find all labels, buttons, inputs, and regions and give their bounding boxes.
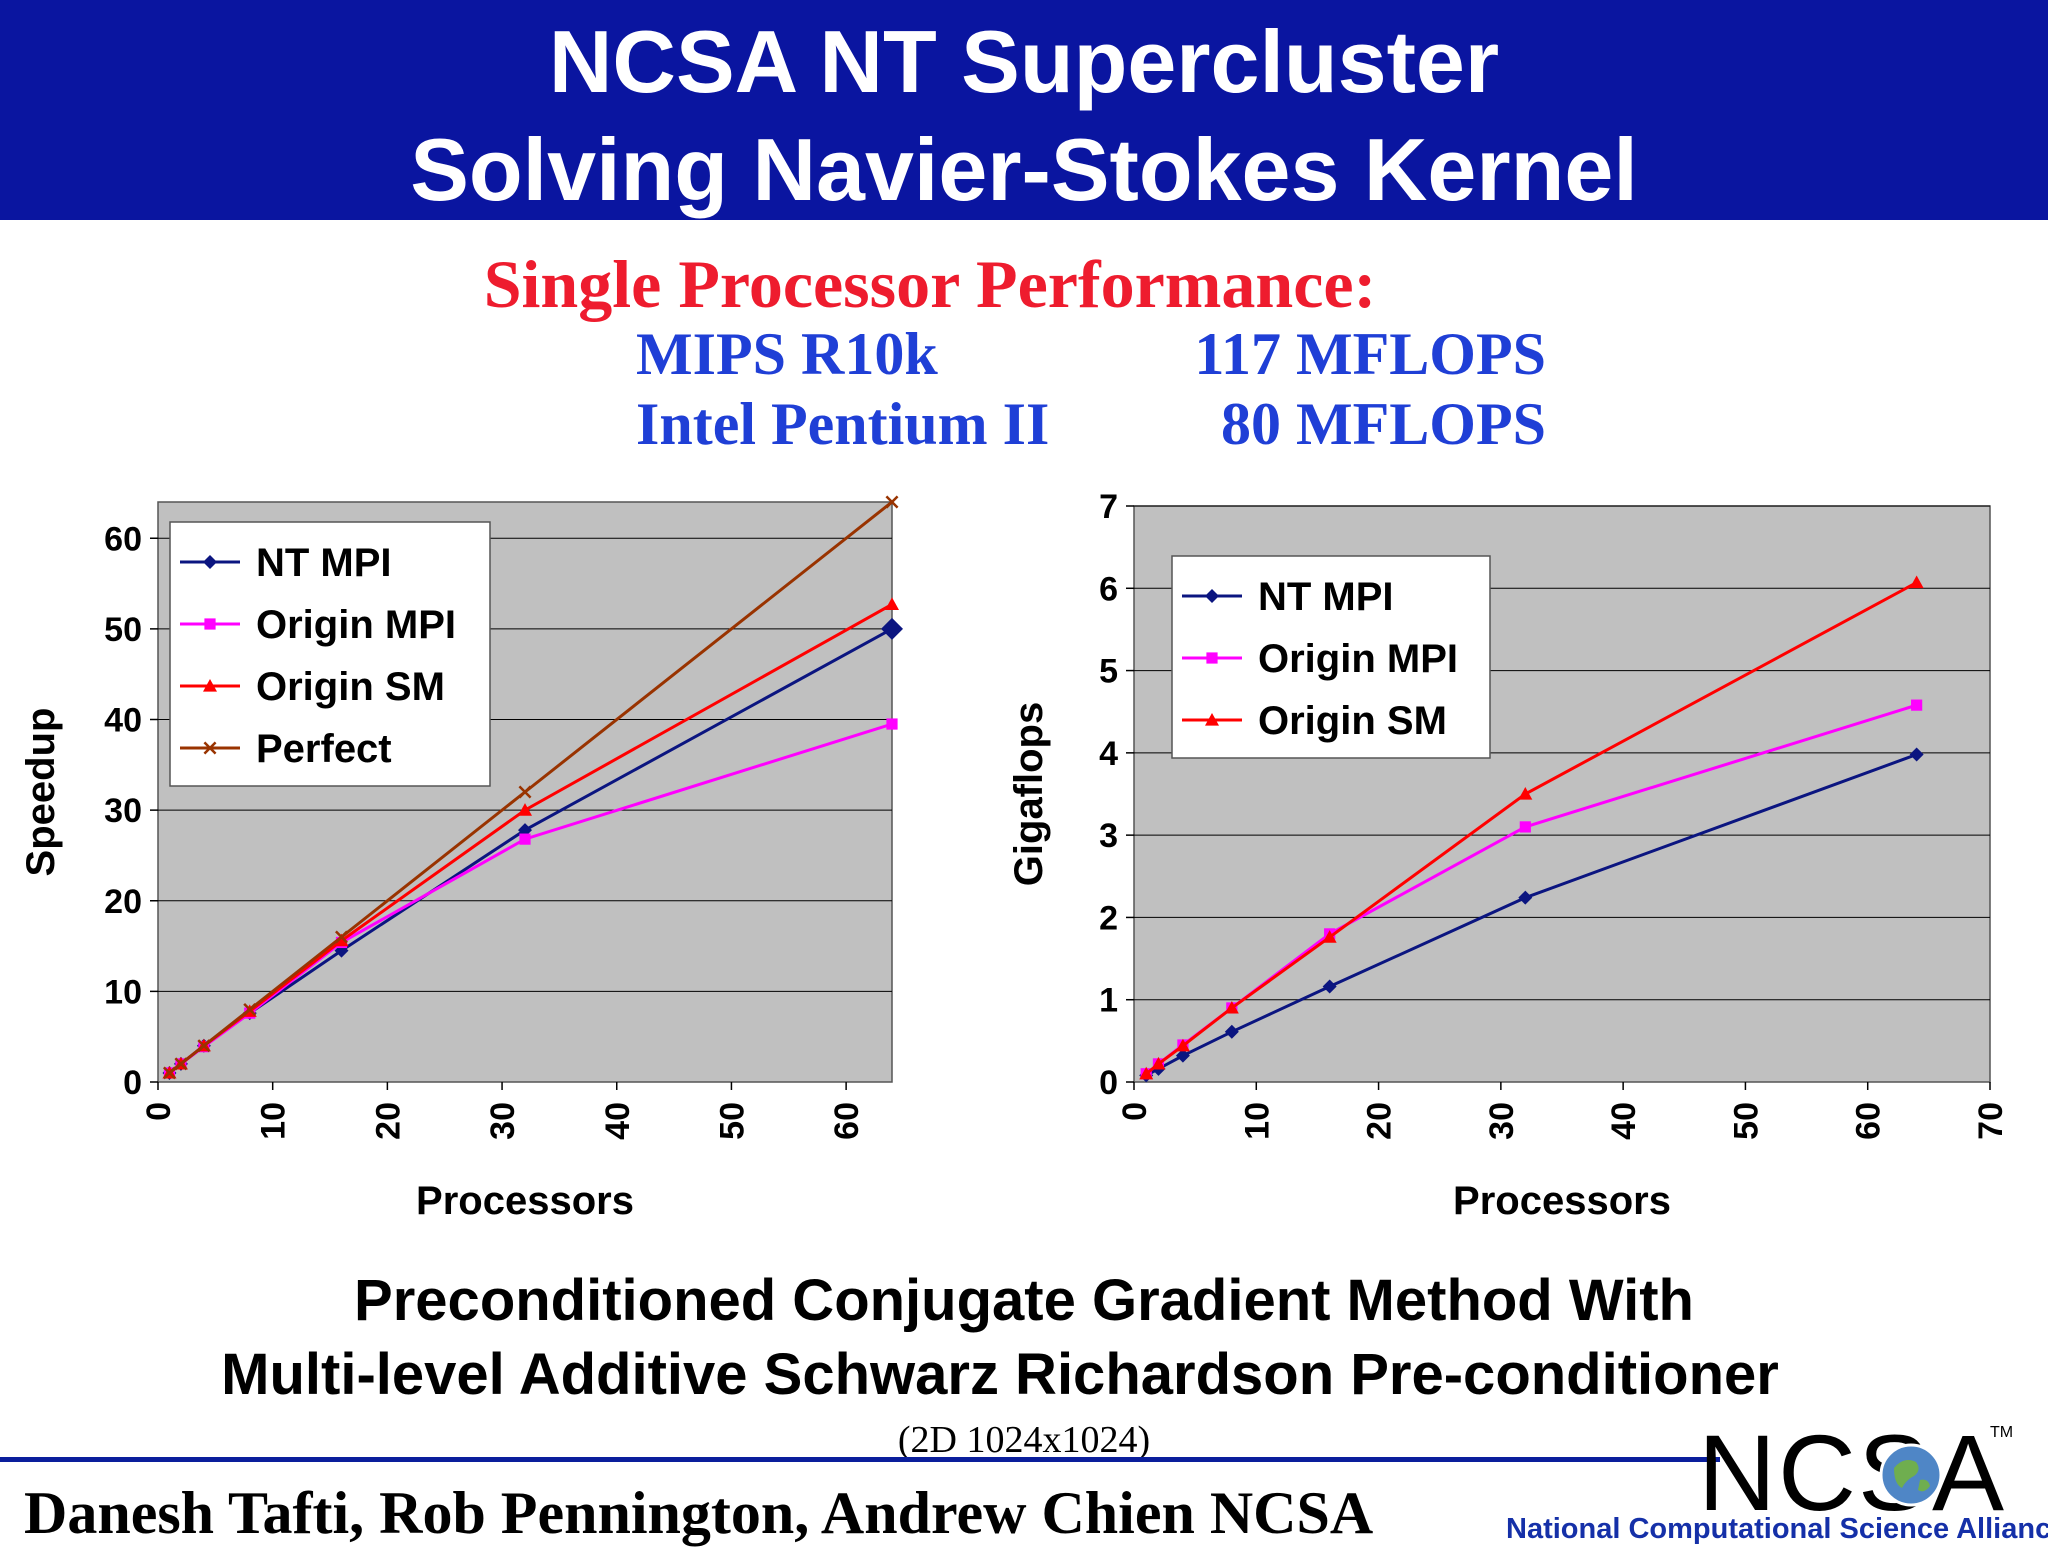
x-tick-label: 60	[828, 1102, 866, 1140]
y-tick-label: 1	[1099, 982, 1118, 1020]
legend-label: Origin SM	[256, 665, 445, 709]
x-tick-label: 50	[1727, 1102, 1765, 1140]
x-tick-label: 20	[369, 1102, 407, 1140]
data-point	[886, 718, 898, 730]
y-tick-label: 30	[104, 792, 142, 830]
y-tick-label: 6	[1099, 570, 1118, 608]
processor-name-1: MIPS R10k	[636, 321, 938, 387]
legend-label: Origin MPI	[256, 603, 456, 647]
legend: NT MPI Origin MPI Origin SM	[1171, 555, 1491, 759]
x-tick-label: 70	[1972, 1102, 2010, 1140]
legend-marker	[1206, 652, 1218, 664]
data-point	[885, 495, 899, 509]
legend-box	[169, 521, 491, 787]
x-tick-label: 40	[1605, 1102, 1643, 1140]
data-point	[881, 617, 903, 640]
data-point	[1518, 890, 1533, 905]
y-tick-label: 60	[104, 520, 142, 558]
legend-label: NT MPI	[256, 541, 392, 585]
legend-marker	[1205, 713, 1219, 726]
data-point	[518, 803, 532, 816]
legend-marker	[203, 741, 217, 755]
x-tick-label: 10	[255, 1102, 293, 1140]
series-perfect	[162, 495, 899, 1080]
legend-marker	[203, 555, 217, 569]
data-point	[1322, 979, 1337, 994]
y-axis-label: Gigaflops	[1007, 702, 1051, 886]
data-point	[174, 1057, 188, 1071]
x-tick-label: 20	[1361, 1102, 1399, 1140]
footer-divider	[0, 1457, 1720, 1462]
data-point	[1519, 821, 1531, 833]
processor-value-2: 80 MFLOPS	[1221, 391, 1546, 457]
legend-label: Origin MPI	[1258, 637, 1458, 681]
y-tick-label: 10	[104, 973, 142, 1011]
legend-marker	[1205, 589, 1219, 603]
x-tick-label: 0	[140, 1102, 178, 1121]
globe-icon	[1879, 1443, 1943, 1507]
y-tick-label: 7	[1099, 488, 1118, 526]
data-point	[1909, 747, 1924, 762]
x-axis-label: Processors	[416, 1179, 634, 1223]
data-point	[243, 1003, 257, 1016]
x-tick-label: 10	[1238, 1102, 1276, 1140]
x-tick-label: 30	[484, 1102, 522, 1140]
y-tick-label: 20	[104, 883, 142, 921]
trademark: TM	[1990, 1424, 2014, 1441]
data-point	[1322, 930, 1337, 943]
speedup-chart: 0 10 20 30 40 50 60 0 10 20 30 40 50 60 Processors Spee…	[19, 495, 903, 1223]
data-point	[1224, 1000, 1239, 1014]
title-line-2: Solving Navier-Stokes Kernel	[410, 120, 1638, 219]
title-line-1: NCSA NT Supercluster	[548, 12, 1500, 111]
alliance-tagline: National Computational Science Alliance	[1506, 1513, 2048, 1545]
y-tick-label: 0	[123, 1064, 142, 1102]
ncsa-logo: NCSA	[1698, 1412, 2007, 1533]
single-processor-title: Single Processor Performance:	[483, 246, 1377, 322]
y-axis-label: Speedup	[19, 708, 63, 877]
data-point	[1151, 1056, 1166, 1070]
method-line-2: Multi-level Additive Schwarz Richardson …	[221, 1342, 1779, 1407]
data-point	[162, 1066, 176, 1080]
x-tick-label: 30	[1483, 1102, 1521, 1140]
y-tick-label: 0	[1099, 1064, 1118, 1102]
legend-marker	[203, 679, 217, 692]
grid-dimensions: (2D 1024x1024)	[897, 1419, 1151, 1461]
legend-label: NT MPI	[1258, 575, 1394, 619]
data-point	[1175, 1038, 1190, 1052]
data-point	[1175, 1048, 1190, 1063]
x-tick-label: 60	[1850, 1102, 1888, 1140]
method-line-1: Preconditioned Conjugate Gradient Method…	[354, 1268, 1694, 1333]
x-tick-label: 40	[599, 1102, 637, 1140]
series-origin-sm	[1139, 575, 1924, 1080]
legend-marker	[204, 618, 216, 630]
y-tick-label: 5	[1099, 653, 1118, 691]
data-point	[518, 785, 532, 799]
y-tick-label: 2	[1099, 899, 1118, 937]
data-point	[1909, 575, 1924, 589]
title-banner: NCSA NT Supercluster Solving Navier-Stok…	[0, 0, 2048, 220]
data-point	[1911, 699, 1923, 711]
data-point	[519, 833, 531, 845]
y-tick-label: 50	[104, 611, 142, 649]
authors: Danesh Tafti, Rob Pennington, Andrew Chi…	[24, 1480, 1374, 1546]
y-tick-label: 3	[1099, 817, 1118, 855]
legend: NT MPI Origin MPI Origin SM Perfect	[169, 521, 491, 787]
y-tick-label: 4	[1099, 735, 1118, 773]
processor-name-2: Intel Pentium II	[636, 391, 1050, 457]
data-point	[335, 930, 348, 944]
data-point	[1224, 1024, 1239, 1039]
data-point	[334, 933, 349, 947]
x-tick-label: 50	[713, 1102, 751, 1140]
x-tick-label: 0	[1116, 1102, 1154, 1121]
legend-label: Perfect	[256, 727, 392, 771]
y-tick-label: 40	[104, 702, 142, 740]
processor-value-1: 117 MFLOPS	[1194, 321, 1546, 387]
data-point	[1518, 787, 1533, 800]
x-axis-label: Processors	[1453, 1179, 1671, 1223]
data-point	[885, 597, 899, 611]
data-point	[1139, 1066, 1154, 1080]
data-point	[197, 1039, 211, 1053]
legend-label: Origin SM	[1258, 699, 1447, 743]
